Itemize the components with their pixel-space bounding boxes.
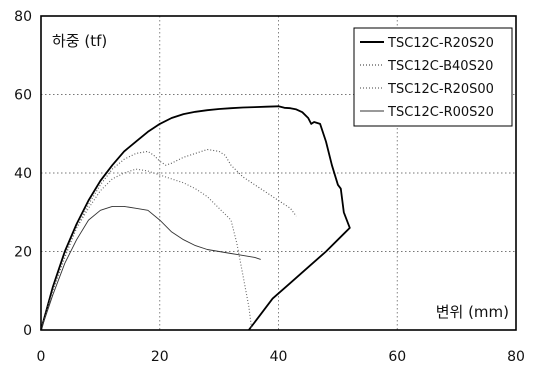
series-line-1 xyxy=(40,105,351,331)
legend-label: TSC12C-R20S00 xyxy=(387,82,494,97)
series-group xyxy=(40,105,351,331)
y-tick-label: 20 xyxy=(14,245,32,261)
x-tick-label: 60 xyxy=(388,349,406,365)
x-tick-label: 80 xyxy=(507,349,525,365)
series-line-4 xyxy=(40,205,261,331)
x-tick-label: 0 xyxy=(37,349,46,365)
series-line-2 xyxy=(40,148,297,331)
y-tick-label: 80 xyxy=(14,9,32,25)
x-tick-label: 40 xyxy=(270,349,288,365)
legend-label: TSC12C-R20S20 xyxy=(387,36,494,51)
series-line-3 xyxy=(40,168,253,331)
y-tick-label: 60 xyxy=(14,88,32,104)
x-axis-label: 변위 (mm) xyxy=(436,303,509,321)
legend: TSC12C-R20S20 TSC12C-B40S20 TSC12C-R20S00 T… xyxy=(353,27,513,127)
tick-labels: 0 20 40 60 80 0 20 40 60 80 xyxy=(14,9,525,365)
legend-label: TSC12C-B40S20 xyxy=(387,59,493,74)
legend-box xyxy=(353,27,513,127)
y-tick-label: 0 xyxy=(23,323,32,339)
y-axis-label: 하중 (tf) xyxy=(52,32,107,50)
y-tick-label: 40 xyxy=(14,166,32,182)
legend-label: TSC12C-R00S20 xyxy=(387,105,494,120)
plot-frame xyxy=(40,15,517,331)
x-tick-label: 20 xyxy=(151,349,169,365)
